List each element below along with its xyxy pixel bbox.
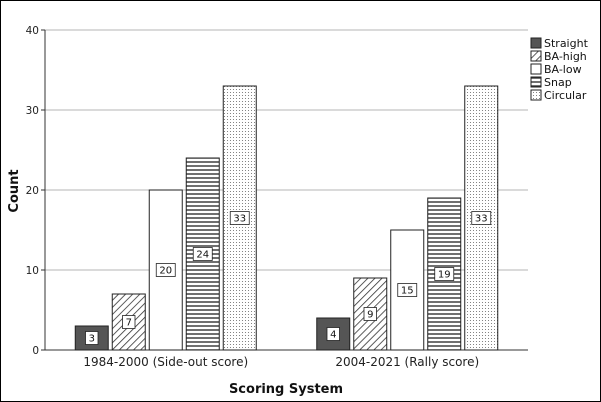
data-labels: 3 7 20 24 33 4 9 15 19 33 — [85, 211, 492, 345]
x-tick-label: 1984-2000 (Side-out score) — [83, 355, 248, 369]
data-label: 15 — [401, 286, 414, 297]
data-label: 4 — [330, 330, 336, 341]
bars — [74, 85, 499, 351]
data-label: 20 — [159, 266, 172, 277]
x-tick-label: 2004-2021 (Rally score) — [335, 355, 479, 369]
y-tick-label: 0 — [32, 345, 39, 357]
bar — [353, 277, 388, 351]
axes: 0 10 20 30 40 1984-2000 (Side-out score) 2004-… — [26, 25, 528, 369]
y-axis-title: Count — [7, 169, 22, 212]
y-tick-label: 20 — [26, 185, 39, 197]
data-label: 24 — [196, 250, 209, 261]
legend-label: Straight — [544, 37, 589, 50]
data-label: 9 — [367, 310, 373, 321]
data-label-box — [122, 315, 136, 329]
legend-swatch — [530, 76, 542, 88]
legend-swatch — [530, 89, 542, 101]
data-label: 33 — [233, 214, 246, 225]
legend-label: BA-low — [544, 63, 582, 76]
data-label-box — [434, 267, 455, 281]
legend-label: Snap — [544, 76, 572, 89]
data-label-box — [155, 263, 176, 277]
data-label-box — [363, 307, 377, 321]
data-label-box — [326, 327, 340, 341]
data-label: 19 — [438, 270, 451, 281]
data-label-box — [471, 211, 492, 225]
data-label-box — [192, 247, 213, 261]
data-label: 33 — [475, 214, 488, 225]
data-label: 7 — [126, 318, 132, 329]
y-tick-label: 10 — [26, 265, 39, 277]
legend-swatch — [530, 50, 542, 62]
y-tick-label: 30 — [26, 105, 39, 117]
legend-label: Circular — [544, 89, 587, 102]
legend-swatch — [530, 63, 542, 75]
data-label-box — [397, 283, 418, 297]
data-label-box — [229, 211, 250, 225]
x-axis-title: Scoring System — [229, 382, 343, 397]
legend-swatch — [530, 37, 542, 49]
data-label: 3 — [89, 334, 95, 345]
data-label-box — [85, 331, 99, 345]
legend-label: BA-high — [544, 50, 587, 63]
y-tick-label: 40 — [26, 25, 39, 37]
